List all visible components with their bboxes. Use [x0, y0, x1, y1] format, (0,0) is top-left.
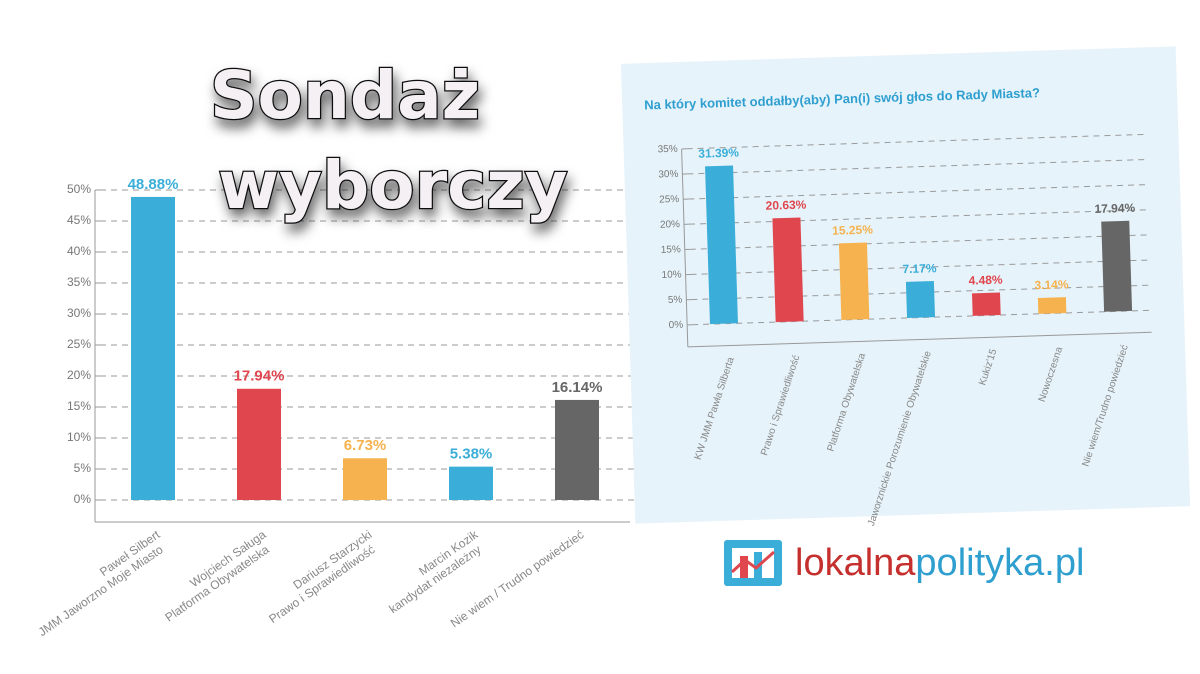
bar [449, 466, 493, 500]
value-label: 6.73% [344, 437, 387, 454]
panel [620, 46, 1191, 524]
bar [343, 458, 387, 500]
chart-left: 0% 5% 10% 15% 20% 25% 30% 35% 40% 45% 50% 48.88% Paw… [28, 176, 660, 639]
y-tick-label: 30% [67, 306, 91, 320]
axis [687, 331, 1152, 348]
y-tick-label: 10% [661, 269, 681, 281]
x-tick-line: Prawo i Sprawiedliwość [266, 542, 377, 626]
bar [838, 242, 870, 321]
bar [705, 165, 738, 325]
value-label: 15.25% [832, 222, 873, 237]
y-tick-label: 20% [660, 219, 680, 231]
value-label: 7.17% [902, 261, 937, 276]
headline: Sondaż wyborczy [209, 56, 569, 226]
y-tick-label: 5% [668, 294, 683, 305]
bar [1037, 297, 1067, 314]
y-tick-label: 40% [67, 244, 91, 258]
value-label: 17.94% [1094, 201, 1135, 216]
y-tick-label: 15% [67, 399, 91, 413]
y-tick-label: 25% [659, 194, 679, 206]
bar [555, 399, 599, 500]
value-label: 5.38% [450, 446, 493, 463]
y-tick-label: 30% [658, 169, 678, 181]
bar [237, 388, 281, 500]
value-label: 31.39% [698, 145, 739, 160]
bar [905, 281, 936, 318]
y-tick-label: 50% [67, 182, 91, 196]
value-label: 3.14% [1034, 277, 1069, 292]
headline-line: wyborczy [218, 147, 568, 224]
y-tick-label: 0% [74, 492, 92, 506]
x-tick-line: Platforma Obywatelska [163, 542, 272, 624]
headline-line: Sondaż [210, 57, 480, 134]
value-label: 20.63% [765, 197, 806, 212]
bar [972, 292, 1001, 316]
y-tick-label: 45% [67, 213, 91, 227]
value-label: 16.14% [552, 379, 603, 396]
y-tick-label: 20% [67, 368, 91, 382]
y-tick-label: 35% [67, 275, 91, 289]
logo-icon [724, 540, 782, 586]
y-tick-label: 35% [657, 144, 677, 156]
x-tick-line: JMM Jaworzno Moje Miasto [36, 542, 166, 639]
value-label: 48.88% [128, 176, 179, 193]
value-label: 4.48% [968, 273, 1003, 288]
bar [131, 196, 175, 500]
y-tick-label: 25% [67, 337, 91, 351]
axis [681, 148, 689, 347]
chart-right: Na który komitet oddałby(aby) Pan(i) swó… [620, 46, 1191, 527]
logo-part: polityka.pl [915, 542, 1084, 584]
y-tick-label: 15% [661, 244, 681, 256]
x-tick-label: Dariusz StarzyckiPrawo i Sprawiedliwość [258, 528, 382, 627]
y-tick-label: 10% [67, 430, 91, 444]
bar [772, 217, 804, 323]
x-tick-label: Paweł SilbertJMM Jaworzno Moje Miasto [28, 527, 171, 639]
bar [1101, 220, 1133, 312]
logo-part: lokalna [795, 542, 916, 584]
y-tick-label: 5% [74, 461, 92, 475]
x-tick-label: Wojciech SaługaPlatforma Obywatelska [155, 527, 277, 624]
logo: lokalnapolityka.pl [795, 542, 1084, 584]
y-tick-label: 0% [669, 320, 684, 331]
value-label: 17.94% [234, 368, 285, 385]
